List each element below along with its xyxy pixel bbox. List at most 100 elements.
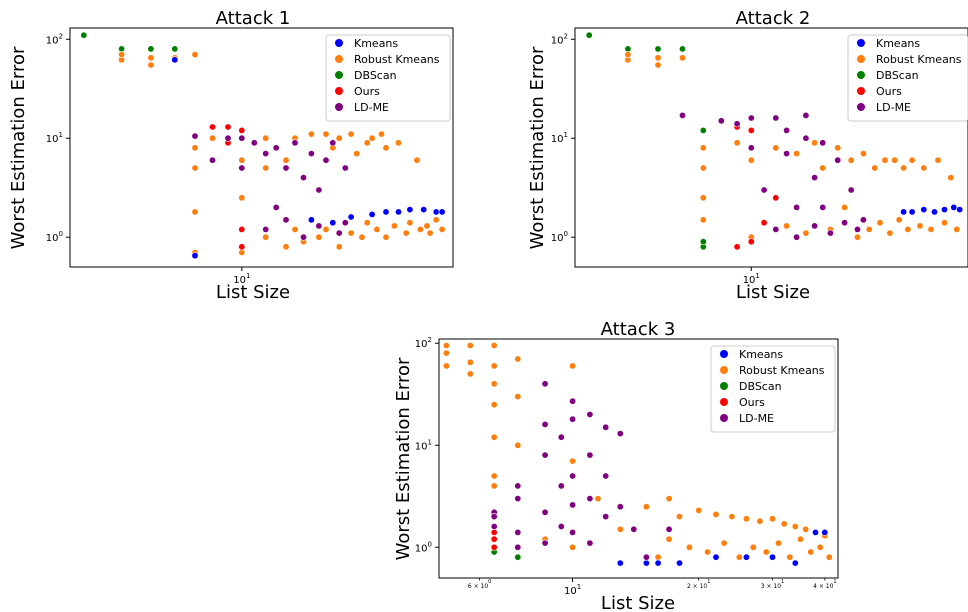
scatter-point	[442, 362, 450, 370]
scatter-point	[720, 539, 728, 547]
scatter-point	[642, 503, 650, 511]
scatter-point	[315, 186, 323, 194]
scatter-point	[569, 528, 577, 536]
scatter-point	[171, 45, 179, 53]
scatter-point	[749, 543, 757, 551]
scatter-point	[796, 535, 804, 543]
scatter-point	[191, 144, 199, 152]
legend-label: Ours	[354, 85, 380, 98]
scatter-points	[585, 31, 964, 251]
scatter-point	[602, 423, 610, 431]
scatter-point	[733, 139, 741, 147]
scatter-point	[209, 123, 217, 131]
scatter-point	[358, 233, 366, 241]
scatter-point	[699, 216, 707, 224]
scatter-point	[616, 525, 624, 533]
scatter-point	[442, 349, 450, 357]
scatter-point	[699, 194, 707, 202]
y-tick-label: 102	[415, 336, 432, 350]
y-tick-label: 101	[46, 131, 63, 145]
scatter-point	[514, 355, 522, 363]
scatter-point	[783, 126, 791, 134]
legend-label: Robust Kmeans	[354, 53, 440, 66]
x-minor-tick-label: 3 × 101	[761, 579, 784, 590]
legend-label: Robust Kmeans	[739, 364, 825, 377]
scatter-point	[594, 495, 602, 503]
scatter-point	[514, 553, 522, 561]
scatter-point	[616, 430, 624, 438]
scatter-point	[859, 216, 867, 224]
scatter-point	[291, 139, 299, 147]
scatter-point	[881, 156, 889, 164]
scatter-point	[900, 164, 908, 172]
scatter-point	[847, 186, 855, 194]
scatter-point	[762, 548, 770, 556]
chart-panel-attack-3: Attack 3 100 101 102 101 6 × 100 2 × 101 3 × 1…	[393, 319, 839, 612]
scatter-point	[908, 156, 916, 164]
scatter-point	[786, 553, 794, 561]
y-tick-label: 100	[46, 230, 63, 244]
scatter-point	[557, 522, 565, 530]
scatter-point	[756, 517, 764, 525]
scatter-point	[490, 401, 498, 409]
scatter-point	[654, 559, 662, 567]
scatter-point	[904, 225, 912, 233]
scatter-point	[341, 219, 349, 227]
scatter-point	[569, 457, 577, 465]
y-tick-label: 101	[415, 438, 432, 452]
scatter-point	[490, 522, 498, 530]
scatter-point	[466, 341, 474, 349]
scatter-point	[238, 126, 246, 134]
scatter-point	[675, 513, 683, 521]
scatter-point	[747, 114, 755, 122]
legend-marker	[720, 398, 728, 406]
legend-marker	[335, 55, 343, 63]
scatter-point	[382, 208, 390, 216]
scatter-point	[541, 508, 549, 516]
scatter-point	[934, 156, 942, 164]
scatter-point	[272, 203, 280, 211]
scatter-point	[876, 219, 884, 227]
scatter-point	[238, 156, 246, 164]
chart-title: Attack 1	[216, 8, 291, 29]
scatter-point	[329, 219, 337, 227]
scatter-point	[490, 513, 498, 521]
scatter-point	[642, 559, 650, 567]
scatter-point	[793, 203, 801, 211]
scatter-point	[171, 56, 179, 64]
scatter-point	[699, 126, 707, 134]
scatter-point	[322, 156, 330, 164]
scatter-point	[541, 539, 549, 547]
legend-label: LD-ME	[354, 101, 389, 114]
legend-label: Robust Kmeans	[876, 53, 962, 66]
scatter-point	[490, 433, 498, 441]
scatter-point	[262, 233, 270, 241]
scatter-point	[341, 164, 349, 172]
scatter-point	[423, 222, 431, 230]
scatter-point	[413, 156, 421, 164]
scatter-point	[514, 393, 522, 401]
scatter-point	[940, 206, 948, 214]
scatter-point	[811, 139, 819, 147]
x-minor-tick-label: 6 × 100	[468, 579, 491, 590]
scatter-point	[733, 243, 741, 251]
legend-box	[325, 34, 451, 122]
scatter-point	[315, 233, 323, 241]
scatter-point	[490, 535, 498, 543]
scatter-point	[654, 61, 662, 69]
legend: Kmeans Robust Kmeans DBScan Ours LD-ME	[847, 34, 968, 122]
x-axis-label: List Size	[736, 282, 810, 303]
scatter-point	[821, 528, 829, 536]
x-minor-tick-label: 2 × 101	[687, 579, 710, 590]
scatter-point	[541, 420, 549, 428]
chart-panel-attack-2: Attack 2 100 101 102 101 List Size Worst Es…	[527, 8, 968, 303]
legend-label: DBScan	[876, 69, 919, 82]
scatter-point	[490, 362, 498, 370]
scatter-point	[262, 150, 270, 158]
scatter-point	[895, 216, 903, 224]
scatter-point	[802, 134, 810, 142]
scatter-point	[678, 54, 686, 62]
scatter-point	[426, 229, 434, 237]
chart-title: Attack 2	[736, 8, 811, 29]
scatter-point	[514, 528, 522, 536]
